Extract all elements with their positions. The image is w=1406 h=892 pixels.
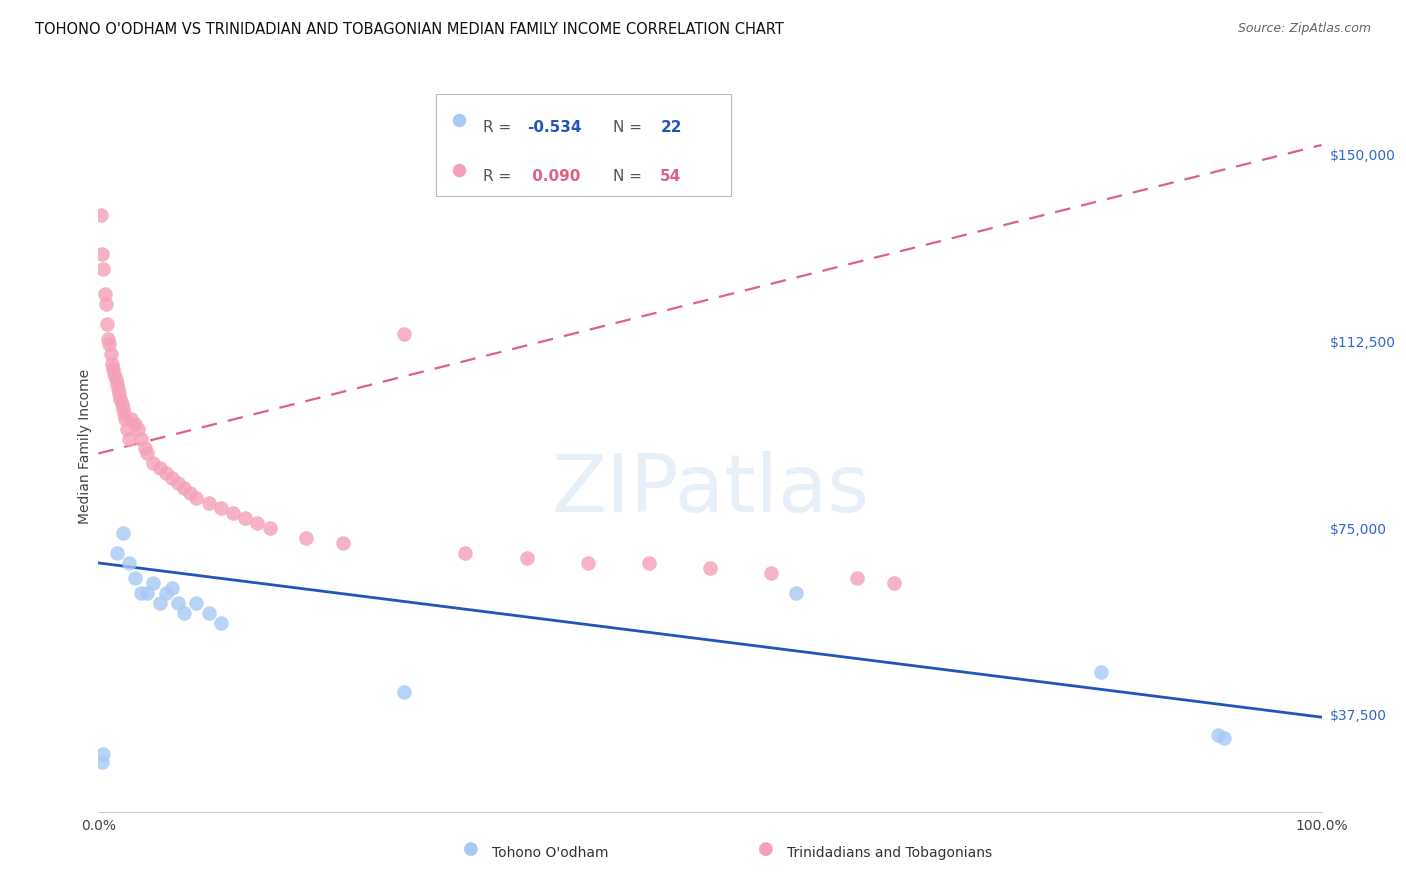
Point <box>167 596 190 610</box>
Point <box>454 546 477 560</box>
Point <box>101 362 124 376</box>
Point <box>845 571 868 585</box>
Point <box>332 536 354 550</box>
Point <box>124 417 146 431</box>
Point <box>115 421 138 435</box>
Point <box>142 575 165 590</box>
Point <box>173 481 195 495</box>
Point <box>1206 728 1229 742</box>
Point <box>100 347 122 361</box>
Point <box>94 297 117 311</box>
Point <box>392 326 416 341</box>
Point <box>134 442 156 456</box>
Point <box>108 386 131 401</box>
Point <box>91 747 114 762</box>
Point <box>90 208 112 222</box>
Point <box>576 556 599 570</box>
Point <box>103 367 125 381</box>
Point <box>246 516 269 530</box>
Point <box>209 615 232 630</box>
Point <box>127 421 149 435</box>
Text: N =: N = <box>613 120 647 135</box>
Point <box>91 247 114 261</box>
Text: 22: 22 <box>661 120 682 135</box>
Point <box>516 551 538 566</box>
Point <box>98 337 121 351</box>
Point <box>91 262 114 277</box>
Text: -0.534: -0.534 <box>527 120 582 135</box>
Point <box>197 606 219 620</box>
Point <box>186 491 208 506</box>
Point <box>638 556 661 570</box>
Point <box>97 332 120 346</box>
Point <box>186 596 208 610</box>
Text: R =: R = <box>484 169 516 184</box>
Point <box>155 586 177 600</box>
Point <box>111 526 134 541</box>
Point <box>699 561 721 575</box>
Point <box>149 596 172 610</box>
Text: R =: R = <box>484 120 516 135</box>
Point <box>101 357 124 371</box>
Point <box>107 382 129 396</box>
Text: 54: 54 <box>661 169 682 184</box>
Text: Tohono O'odham: Tohono O'odham <box>492 846 609 860</box>
Point <box>160 581 183 595</box>
Point <box>179 486 201 500</box>
Text: N =: N = <box>613 169 647 184</box>
Point <box>142 457 165 471</box>
Point <box>233 511 256 525</box>
Point <box>222 506 245 520</box>
Point <box>209 501 232 516</box>
Point <box>93 287 115 301</box>
Point <box>104 372 127 386</box>
Point <box>785 586 807 600</box>
Point <box>259 521 281 535</box>
Point <box>105 376 128 391</box>
Point <box>111 397 134 411</box>
Text: ZIPatlas: ZIPatlas <box>551 450 869 529</box>
Point <box>1212 731 1234 745</box>
Point <box>129 586 152 600</box>
Point <box>110 392 132 406</box>
Point <box>883 575 905 590</box>
Point <box>761 566 783 580</box>
Text: Trinidadians and Tobagonians: Trinidadians and Tobagonians <box>787 846 993 860</box>
Point <box>155 467 177 481</box>
Point <box>167 476 190 491</box>
Point <box>96 317 118 331</box>
Point <box>124 571 146 585</box>
Point <box>114 411 136 425</box>
Point <box>118 556 141 570</box>
Point <box>136 586 159 600</box>
Point <box>197 496 219 510</box>
Text: Source: ZipAtlas.com: Source: ZipAtlas.com <box>1237 22 1371 36</box>
Point <box>111 401 134 416</box>
Point <box>91 755 114 769</box>
Point <box>136 446 159 460</box>
Point <box>295 531 318 545</box>
Point <box>120 411 142 425</box>
Text: ●: ● <box>463 840 479 858</box>
Point <box>160 471 183 485</box>
Point <box>105 546 128 560</box>
Point <box>173 606 195 620</box>
Point <box>118 432 141 446</box>
Point <box>1090 665 1112 680</box>
Text: TOHONO O'ODHAM VS TRINIDADIAN AND TOBAGONIAN MEDIAN FAMILY INCOME CORRELATION CH: TOHONO O'ODHAM VS TRINIDADIAN AND TOBAGO… <box>35 22 785 37</box>
Text: ●: ● <box>758 840 775 858</box>
Point <box>149 461 172 475</box>
Point <box>392 685 416 699</box>
Y-axis label: Median Family Income: Median Family Income <box>77 368 91 524</box>
Text: 0.090: 0.090 <box>527 169 581 184</box>
Point <box>112 407 135 421</box>
Point <box>129 432 152 446</box>
